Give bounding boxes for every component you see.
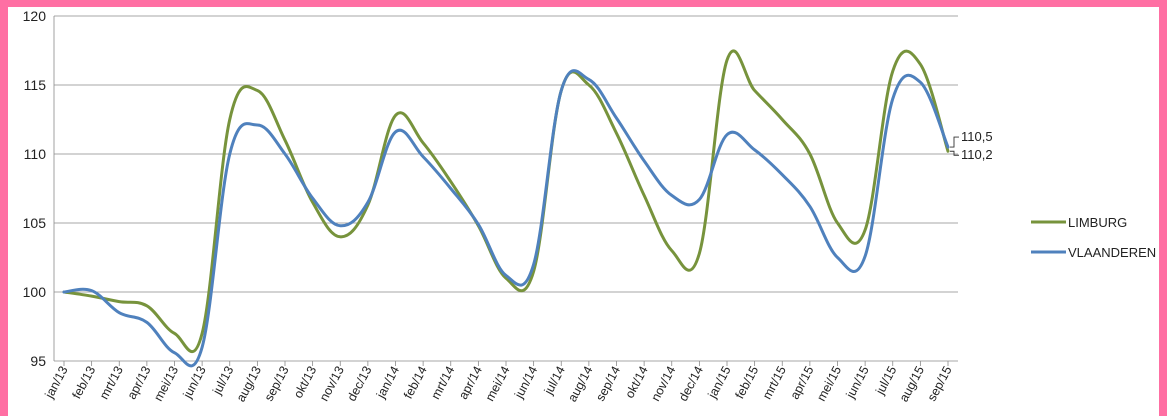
legend-label-limburg: LIMBURG bbox=[1068, 215, 1127, 230]
x-tick-label: jun/13 bbox=[180, 364, 209, 402]
end-label-leader-lower bbox=[950, 150, 959, 156]
x-tick-label: dec/14 bbox=[676, 364, 706, 404]
x-tick-label: okt/13 bbox=[291, 364, 319, 401]
x-tick-label: okt/14 bbox=[622, 364, 650, 401]
x-tick-label: jul/14 bbox=[541, 364, 568, 398]
x-tick-label: mei/13 bbox=[151, 364, 181, 404]
x-tick-label: mei/15 bbox=[814, 364, 844, 404]
x-tick-label: mrt/14 bbox=[428, 364, 457, 402]
x-tick-label: mei/14 bbox=[483, 364, 513, 404]
x-tick-label: dec/13 bbox=[345, 364, 375, 404]
x-tick-label: aug/14 bbox=[565, 364, 595, 404]
series-line-limburg bbox=[62, 49, 950, 353]
x-tick-label: jan/15 bbox=[705, 364, 734, 402]
x-tick-label: nov/13 bbox=[317, 364, 347, 404]
x-tick-label: nov/14 bbox=[648, 364, 678, 404]
y-tick-label: 105 bbox=[23, 215, 47, 231]
y-tick-label: 100 bbox=[23, 284, 47, 300]
x-tick-label: apr/14 bbox=[456, 364, 485, 402]
line-chart: 95100105110115120jan/13feb/13mrt/13apr/1… bbox=[23, 8, 1157, 404]
x-tick-label: jun/15 bbox=[843, 364, 872, 402]
y-tick-label: 120 bbox=[23, 8, 47, 24]
y-tick-label: 95 bbox=[30, 353, 46, 369]
x-tick-label: apr/13 bbox=[125, 364, 154, 402]
x-tick-label: aug/13 bbox=[234, 364, 264, 404]
legend-label-vlaanderen: VLAANDEREN bbox=[1068, 245, 1156, 260]
x-tick-label: mrt/13 bbox=[97, 364, 126, 402]
x-tick-label: sep/15 bbox=[925, 364, 955, 404]
x-tick-label: sep/14 bbox=[593, 364, 623, 404]
x-tick-label: sep/13 bbox=[262, 364, 292, 404]
x-tick-label: aug/15 bbox=[897, 364, 927, 404]
x-tick-label: jul/15 bbox=[873, 364, 900, 398]
end-value-label: 110,2 bbox=[961, 147, 993, 162]
y-tick-label: 115 bbox=[24, 77, 47, 93]
x-tick-label: feb/14 bbox=[401, 364, 430, 401]
x-tick-label: jul/13 bbox=[210, 364, 237, 398]
chart-frame: 95 100 105 110 115 120 jan/13 feb/13 mrt/13 apr/1… bbox=[8, 7, 1159, 416]
x-tick-label: feb/13 bbox=[70, 364, 99, 401]
end-label-leader-upper bbox=[950, 136, 959, 148]
y-tick-label: 110 bbox=[24, 146, 47, 162]
x-tick-label: jan/13 bbox=[42, 364, 71, 402]
series-line-vlaanderen bbox=[62, 69, 950, 368]
x-tick-label: feb/15 bbox=[733, 364, 762, 401]
x-tick-label: apr/15 bbox=[788, 364, 817, 402]
x-tick-label: jun/14 bbox=[511, 364, 540, 402]
x-tick-label: jan/14 bbox=[373, 364, 402, 402]
end-value-label: 110,5 bbox=[961, 129, 993, 144]
x-tick-label: mrt/15 bbox=[760, 364, 789, 402]
